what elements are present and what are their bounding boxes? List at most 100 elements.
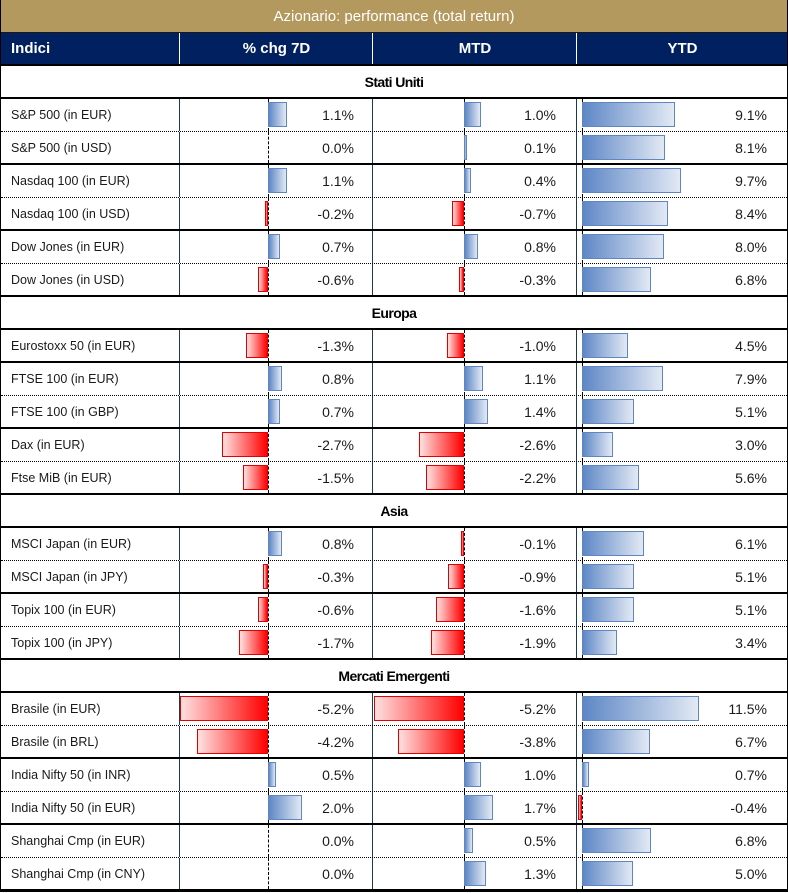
ytd-value: 11.5% [728, 701, 767, 717]
table-row: Shanghai Cmp (in CNY) 0.0% 1.3% 5.0% [1, 858, 787, 891]
bar-axis [464, 264, 465, 295]
chg7d-cell: 0.8% [179, 363, 372, 395]
index-name: Brasile (in EUR) [11, 702, 101, 716]
ytd-cell: 7.9% [576, 363, 787, 395]
index-name: Dax (in EUR) [11, 438, 85, 452]
positive-bar [582, 861, 633, 886]
bar-axis [464, 330, 465, 361]
mtd-cell: 1.0% [372, 99, 576, 131]
table-row: Dax (in EUR) -2.7% -2.6% 3.0% [1, 429, 787, 462]
chg7d-value: -1.5% [317, 470, 354, 486]
positive-bar [582, 102, 675, 127]
chg7d-cell: -0.3% [179, 561, 372, 592]
chg7d-value: 0.0% [322, 866, 354, 882]
chg7d-cell: -0.6% [179, 264, 372, 295]
positive-bar [268, 366, 282, 391]
bar-axis [268, 264, 269, 295]
chg7d-value: -1.7% [317, 635, 354, 651]
bar-axis [268, 330, 269, 361]
table-row: MSCI Japan (in JPY) -0.3% -0.9% 5.1% [1, 561, 787, 594]
positive-bar [582, 399, 635, 424]
mtd-value: 1.1% [524, 371, 556, 387]
mtd-cell: -0.1% [372, 528, 576, 560]
positive-bar [582, 762, 590, 787]
positive-bar [464, 168, 471, 193]
mtd-cell: -0.7% [372, 198, 576, 229]
bar-axis [268, 132, 269, 163]
ytd-cell: 6.1% [576, 528, 787, 560]
mtd-value: -0.9% [519, 569, 556, 585]
index-name: Dow Jones (in USD) [11, 273, 125, 287]
positive-bar [582, 168, 681, 193]
table-row: Eurostoxx 50 (in EUR) -1.3% -1.0% 4.5% [1, 330, 787, 363]
positive-bar [582, 366, 663, 391]
mtd-value: 0.5% [524, 833, 556, 849]
chg7d-cell: 1.1% [179, 99, 372, 131]
index-name: FTSE 100 (in GBP) [11, 405, 119, 419]
table-title: Azionario: performance (total return) [1, 0, 787, 33]
positive-bar [582, 531, 645, 556]
negative-bar [262, 564, 268, 589]
mtd-value: -5.2% [519, 701, 556, 717]
chg7d-cell: 0.5% [179, 759, 372, 791]
positive-bar [464, 135, 467, 160]
section-header: Europa [1, 297, 787, 330]
chg7d-value: -0.6% [317, 602, 354, 618]
chg7d-cell: 0.0% [179, 858, 372, 889]
positive-bar [582, 234, 664, 259]
negative-bar [451, 201, 464, 226]
section-header: Mercati Emergenti [1, 660, 787, 693]
positive-bar [268, 399, 280, 424]
positive-bar [582, 333, 628, 358]
index-name: Dow Jones (in EUR) [11, 240, 125, 254]
header-indici: Indici [11, 40, 51, 57]
ytd-cell: 0.7% [576, 759, 787, 791]
chg7d-value: -2.7% [317, 437, 354, 453]
positive-bar [268, 762, 277, 787]
ytd-cell: 3.0% [576, 429, 787, 461]
mtd-value: 0.8% [524, 239, 556, 255]
table-row: India Nifty 50 (in EUR) 2.0% 1.7% -0.4% [1, 792, 787, 825]
negative-bar [374, 696, 464, 721]
index-name: Brasile (in BRL) [11, 735, 99, 749]
chg7d-cell: -2.7% [179, 429, 372, 461]
mtd-value: 1.0% [524, 107, 556, 123]
mtd-value: -1.0% [519, 338, 556, 354]
index-name: S&P 500 (in USD) [11, 141, 112, 155]
section-header: Asia [1, 495, 787, 528]
chg7d-value: -1.3% [317, 338, 354, 354]
ytd-value: 8.1% [735, 140, 767, 156]
positive-bar [582, 564, 635, 589]
table-row: S&P 500 (in USD) 0.0% 0.1% 8.1% [1, 132, 787, 165]
chg7d-value: 1.1% [322, 107, 354, 123]
mtd-cell: -3.8% [372, 726, 576, 757]
bar-axis [464, 627, 465, 658]
ytd-value: -0.4% [730, 800, 767, 816]
table-row: India Nifty 50 (in INR) 0.5% 1.0% 0.7% [1, 759, 787, 792]
positive-bar [582, 201, 668, 226]
chg7d-value: -0.2% [317, 206, 354, 222]
chg7d-cell: 0.7% [179, 396, 372, 427]
chg7d-value: 0.7% [322, 239, 354, 255]
ytd-cell: 6.8% [576, 264, 787, 295]
positive-bar [582, 465, 640, 490]
chg7d-cell: 0.0% [179, 825, 372, 857]
bar-axis [464, 594, 465, 626]
positive-bar [582, 729, 651, 754]
negative-bar [419, 432, 464, 457]
table-row: Ftse MiB (in EUR) -1.5% -2.2% 5.6% [1, 462, 787, 495]
ytd-value: 5.1% [735, 569, 767, 585]
table-row: Brasile (in BRL) -4.2% -3.8% 6.7% [1, 726, 787, 759]
bar-axis [464, 429, 465, 461]
negative-bar [180, 696, 268, 721]
bar-axis [464, 561, 465, 592]
bar-axis [464, 528, 465, 560]
positive-bar [582, 696, 700, 721]
bar-axis [268, 561, 269, 592]
mtd-value: -2.2% [519, 470, 556, 486]
mtd-value: 1.0% [524, 767, 556, 783]
chg7d-value: 0.8% [322, 536, 354, 552]
ytd-value: 3.0% [735, 437, 767, 453]
mtd-cell: -5.2% [372, 693, 576, 725]
index-name: FTSE 100 (in EUR) [11, 372, 119, 386]
